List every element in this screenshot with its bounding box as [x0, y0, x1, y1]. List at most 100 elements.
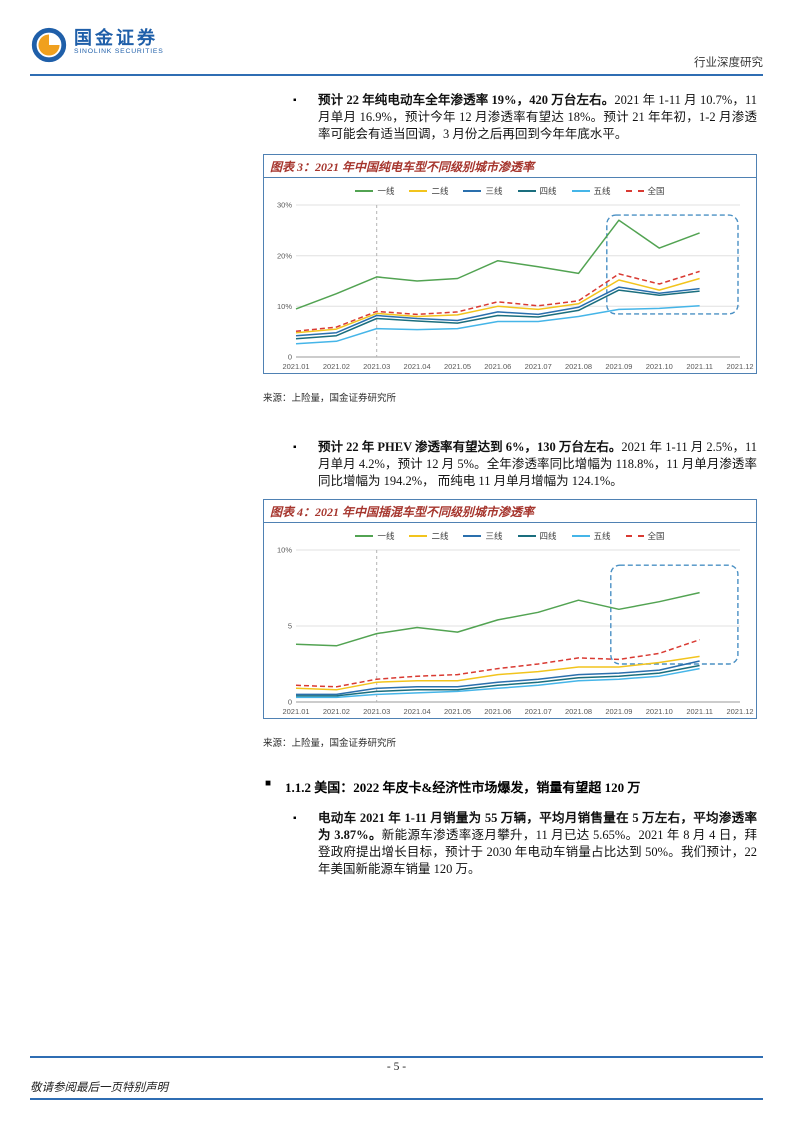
svg-text:20%: 20%	[277, 251, 292, 260]
legend-item-二线: 二线	[409, 185, 448, 197]
svg-text:2021.10: 2021.10	[646, 362, 673, 371]
header-divider	[30, 74, 763, 76]
figure-4-source: 来源：上险量，国金证券研究所	[263, 739, 397, 749]
bullet-paragraph-us-ev: ▪ 电动车 2021 年 1-11 月销量为 55 万辆，平均月销售量在 5 万左…	[263, 810, 757, 878]
svg-text:2021.11: 2021.11	[686, 707, 713, 716]
svg-text:2021.08: 2021.08	[565, 362, 592, 371]
legend-label: 一线	[377, 531, 395, 541]
figure-3-title: 图表 3：2021 年中国纯电车型不同级别城市渗透率	[264, 155, 756, 178]
brand-name: 国金证券	[74, 28, 158, 48]
figure-3-chart: 0 10% 20% 30% 2021.01 2021.02 2021.03 2021.04 20…	[277, 201, 754, 371]
legend-swatch-icon	[517, 190, 536, 192]
svg-text:2021.04: 2021.04	[404, 707, 431, 716]
svg-text:10%: 10%	[277, 546, 292, 555]
svg-text:2021.08: 2021.08	[565, 707, 592, 716]
svg-text:10%: 10%	[277, 302, 292, 311]
bullet-marker: ▪	[293, 442, 297, 453]
page-number: - 5 -	[386, 1061, 407, 1073]
section-heading-text: 1.1.2 美国：2022 年皮卡&经济性市场爆发，销量有望超 120 万	[285, 780, 641, 795]
legend-swatch-icon	[463, 535, 482, 537]
figure-4: 图表 4：2021 年中国插混车型不同级别城市渗透率 一线 二线 三线 四线 五线 全国 …	[263, 499, 757, 719]
paragraph-text: 2021 年 1-11 月 10.7%，11 月单月 16.9%，预计今年 12…	[318, 93, 757, 141]
legend-item-一线: 一线	[355, 185, 394, 197]
legend-label: 五线	[593, 531, 611, 541]
brand-block: 国金证券 SINOLINK SECURITIES	[74, 28, 164, 55]
legend-item-五线: 五线	[571, 530, 611, 542]
paragraph-text: 新能源车渗透率逐月攀升，11 月已达 5.65%。2021 年 8 月 4 日，…	[318, 828, 757, 876]
svg-text:0: 0	[288, 698, 292, 707]
svg-text:2021.06: 2021.06	[484, 362, 511, 371]
svg-text:2021.12: 2021.12	[726, 707, 753, 716]
figure-3-source: 来源：上险量，国金证券研究所	[263, 394, 397, 404]
legend-swatch-icon	[463, 190, 482, 192]
footer-disclaimer: 敬请参阅最后一页特别声明	[30, 1082, 168, 1094]
svg-text:2021.11: 2021.11	[686, 362, 713, 371]
svg-text:2021.04: 2021.04	[404, 362, 431, 371]
svg-text:2021.01: 2021.01	[282, 362, 309, 371]
paragraph-bold-text: 预计 22 年 PHEV 渗透率有望达到 6%，130 万台左右。	[318, 440, 622, 454]
legend-label: 二线	[431, 531, 449, 541]
section-heading-usa: ■ 1.1.2 美国：2022 年皮卡&经济性市场爆发，销量有望超 120 万	[263, 777, 757, 796]
footer-divider	[30, 1056, 763, 1058]
svg-text:2021.05: 2021.05	[444, 707, 471, 716]
svg-text:2021.07: 2021.07	[525, 362, 552, 371]
bottom-divider	[30, 1098, 763, 1100]
legend-swatch-icon	[517, 535, 536, 537]
legend-item-三线: 三线	[463, 185, 503, 197]
legend-swatch-icon	[355, 535, 374, 537]
svg-text:2021.05: 2021.05	[444, 362, 471, 371]
legend-label: 三线	[485, 186, 503, 196]
legend-label: 二线	[431, 186, 449, 196]
svg-text:2021.07: 2021.07	[525, 707, 552, 716]
svg-text:30%: 30%	[277, 201, 292, 210]
legend-label: 全国	[647, 531, 665, 541]
svg-text:2021.09: 2021.09	[605, 707, 632, 716]
svg-text:2021.09: 2021.09	[605, 362, 632, 371]
legend-swatch-icon	[571, 190, 590, 192]
svg-text:2021.02: 2021.02	[323, 707, 350, 716]
legend-label: 四线	[539, 531, 557, 541]
svg-text:2021.10: 2021.10	[646, 707, 673, 716]
legend-item-全国: 全国	[625, 185, 665, 197]
legend-item-四线: 四线	[517, 530, 557, 542]
figure-3: 图表 3：2021 年中国纯电车型不同级别城市渗透率 一线 二线 三线 四线 五线 全国 …	[263, 154, 757, 374]
legend-swatch-icon	[571, 535, 590, 537]
legend-swatch-icon	[625, 535, 644, 537]
legend-swatch-icon	[355, 190, 374, 192]
legend-item-全国: 全国	[625, 530, 665, 542]
figure-4-title: 图表 4：2021 年中国插混车型不同级别城市渗透率	[264, 500, 756, 523]
legend-item-一线: 一线	[355, 530, 394, 542]
main-content: ▪ 预计 22 年纯电动车全年渗透率 19%，420 万台左右。2021 年 1-…	[263, 92, 757, 878]
legend-swatch-icon	[409, 535, 428, 537]
bullet-marker: ▪	[293, 813, 297, 824]
legend-item-五线: 五线	[571, 185, 611, 197]
section-bullet-marker: ■	[265, 778, 272, 789]
bullet-paragraph-bev: ▪ 预计 22 年纯电动车全年渗透率 19%，420 万台左右。2021 年 1-…	[263, 92, 757, 143]
figure-4-chart: 0 5 10% 2021.01 2021.02 2021.03 2021.04 2021.05…	[277, 546, 754, 716]
legend-label: 五线	[593, 186, 611, 196]
svg-text:2021.03: 2021.03	[363, 707, 390, 716]
doc-type-label: 行业深度研究	[694, 57, 763, 69]
sinolink-logo-icon	[30, 26, 68, 69]
paragraph-bold-text: 电动车 2021 年 1-11 月销量为 55 万辆，平均月销售量在 5 万左右…	[318, 811, 757, 842]
legend-label: 三线	[485, 531, 503, 541]
svg-text:5: 5	[288, 622, 292, 631]
svg-text:2021.01: 2021.01	[282, 707, 309, 716]
legend-item-三线: 三线	[463, 530, 503, 542]
legend-item-二线: 二线	[409, 530, 448, 542]
bullet-paragraph-phev: ▪ 预计 22 年 PHEV 渗透率有望达到 6%，130 万台左右。2021 年…	[263, 439, 757, 490]
paragraph-bold-text: 预计 22 年纯电动车全年渗透率 19%，420 万台左右。	[318, 93, 615, 107]
legend-item-四线: 四线	[517, 185, 557, 197]
bullet-marker: ▪	[293, 95, 297, 106]
svg-text:0: 0	[288, 353, 292, 362]
svg-text:2021.03: 2021.03	[363, 362, 390, 371]
figure-4-legend: 一线 二线 三线 四线 五线 全国	[264, 523, 756, 542]
legend-label: 全国	[647, 186, 665, 196]
svg-text:2021.02: 2021.02	[323, 362, 350, 371]
legend-swatch-icon	[625, 190, 644, 192]
legend-label: 四线	[539, 186, 557, 196]
brand-subtitle: SINOLINK SECURITIES	[74, 48, 164, 55]
legend-swatch-icon	[409, 190, 428, 192]
paragraph-text: 2021 年 1-11 月 2.5%，11 月单月 4.2%，预计 12 月 5…	[318, 440, 758, 488]
figure-3-legend: 一线 二线 三线 四线 五线 全国	[264, 178, 756, 197]
